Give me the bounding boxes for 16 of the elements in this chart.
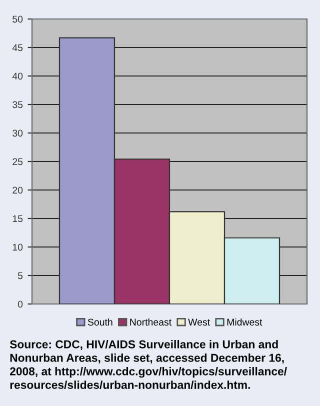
y-tick-label: 45 [12, 44, 23, 52]
y-tick-label: 5 [18, 272, 23, 280]
y-tick-label: 0 [18, 300, 23, 308]
y-tick-label: 15 [12, 215, 23, 222]
y-tick-label: 40 [12, 72, 23, 80]
legend-label: Midwest [227, 318, 262, 326]
y-tick-label: 10 [12, 244, 23, 251]
legend-label: West [188, 318, 210, 326]
legend-label: South [88, 318, 112, 326]
y-tick-label: 35 [12, 101, 23, 108]
y-tick-label: 30 [12, 130, 23, 137]
y-tick-label: 25 [12, 158, 23, 166]
y-tick-label: 50 [12, 16, 23, 23]
legend-label: Northeast [130, 318, 172, 326]
y-tick-label: 20 [12, 186, 23, 194]
source-note: Source: CDC, HIV/AIDS Surveillance in Urban and Nonurban Areas, slide set, accessed December 16, 2008, at http://www.cdc.gov/hiv/topics/surveillance/ resources/slides/urban-nonurban/index.htm. [10, 340, 287, 390]
